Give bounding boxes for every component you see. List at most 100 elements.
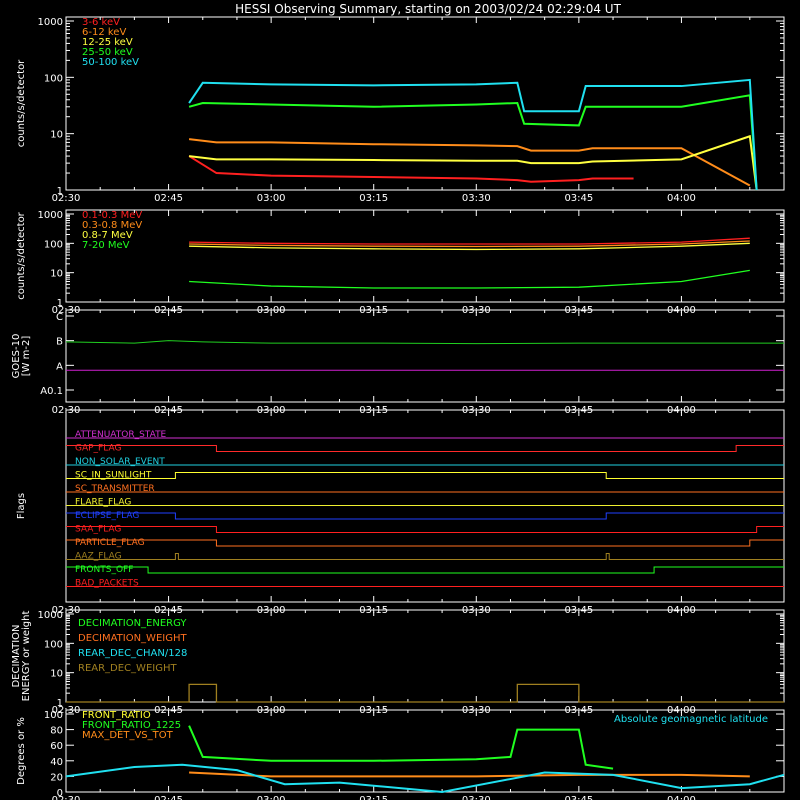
- legend-label: 6-12 keV: [82, 27, 126, 38]
- y-tick-label: 0: [57, 788, 63, 799]
- figure-title: HESSI Observing Summary, starting on 200…: [235, 2, 621, 16]
- flag-label: FRONTS_OFF: [75, 565, 133, 575]
- panels-group: 02:30 02:45 03:00 03:15 03:30 03:45 04:00 count…: [11, 16, 785, 800]
- x-tick-label: 03:30: [462, 193, 491, 204]
- flag-line: [66, 526, 784, 533]
- x-tick-label: 03:15: [359, 193, 388, 204]
- flag-label: SC_TRANSMITTER: [75, 484, 155, 494]
- flag-label: PARTICLE_FLAG: [75, 538, 145, 548]
- legend-label: 0.8-7 MeV: [82, 230, 133, 241]
- legend-label: FRONT_RATIO: [82, 710, 151, 721]
- flag-label: ECLIPSE_FLAG: [75, 511, 139, 521]
- y-tick-label: 100: [44, 73, 63, 84]
- x-tick-label: 02:30: [52, 193, 81, 204]
- y-tick-label: 1000: [38, 17, 63, 28]
- y-tick-label: 1000: [38, 210, 63, 221]
- y-tick-label: B: [56, 337, 63, 348]
- y-tick-label: 100: [44, 710, 63, 721]
- series-line-25-50-keV: [188, 94, 758, 191]
- flag-label: SAA_FLAG: [75, 525, 121, 535]
- flag-label: SC_IN_SUNLIGHT: [75, 471, 152, 481]
- flag-label: BAD_PACKETS: [75, 579, 139, 589]
- panel-frame: [65, 209, 785, 303]
- series-line-12-25-keV: [188, 134, 758, 191]
- panel-low-energy: 02:30 02:45 03:00 03:15 03:30 03:45 04:00 count…: [16, 16, 785, 204]
- panel-decimation: 02:30 02:45 03:00 03:15 03:30 03:45 04:00DECIM…: [11, 609, 785, 716]
- y-tick-label: 10: [50, 130, 63, 141]
- y-axis-label: GOES-10: [11, 334, 22, 379]
- series-line-50-100-keV: [188, 78, 758, 191]
- x-tick-label: 04:00: [667, 193, 696, 204]
- panel-ratios: 02:30 02:45 03:00 03:15 03:30 03:45 04:00 Degre…: [16, 709, 785, 800]
- y-tick-label: 20: [50, 772, 63, 783]
- flag-line: [66, 445, 784, 452]
- y-tick-label: A0.1: [40, 386, 63, 397]
- flag-line: [66, 472, 784, 479]
- y-tick-label: A: [56, 361, 63, 372]
- series-line-0-1-0-3-MeV: [189, 237, 750, 245]
- x-tick-label: 03:45: [564, 193, 593, 204]
- flag-label: AAZ_FLAG: [75, 552, 122, 562]
- flag-label: GAP_FLAG: [75, 444, 121, 454]
- y-tick-label: 60: [50, 741, 63, 752]
- legend-label: 3-6 keV: [82, 17, 120, 28]
- panel-flags: 02:30 02:45 03:00 03:15 03:30 03:45 04:00Flags…: [16, 409, 785, 616]
- flag-label: NON_SOLAR_EVENT: [75, 457, 165, 467]
- flag-line: [66, 566, 784, 574]
- y-tick-label: 1: [57, 186, 63, 197]
- y-axis-label: Degrees or %: [16, 717, 27, 785]
- y-tick-label: 80: [50, 726, 63, 737]
- legend-label: REAR_DEC_CHAN/128: [78, 648, 187, 659]
- panel-frame: [65, 16, 785, 191]
- y-tick-label: 1: [57, 698, 63, 709]
- legend-label: 12-25 keV: [82, 37, 133, 48]
- legend-label: FRONT_RATIO_1225: [82, 720, 181, 731]
- flag-line: [66, 553, 784, 560]
- geomag-annotation: Absolute geomagnetic latitude: [614, 714, 768, 725]
- x-tick-label: 03:45: [564, 795, 593, 800]
- series-line-0-8-7-MeV: [189, 242, 750, 251]
- legend-label: DECIMATION_ENERGY: [78, 618, 187, 629]
- series-line-6-12-keV: [188, 138, 751, 187]
- flag-line: [66, 539, 784, 547]
- x-tick-label: 02:45: [154, 193, 183, 204]
- legend-label: 50-100 keV: [82, 57, 139, 68]
- y-axis-label: counts/s/detector: [16, 59, 27, 147]
- legend-label: DECIMATION_WEIGHT: [78, 633, 187, 644]
- y-axis-label: ENERGY or weight: [21, 611, 32, 702]
- legend-label: 0.1-0.3 MeV: [82, 210, 142, 221]
- y-tick-label: 10: [50, 269, 63, 280]
- y-axis-label: [W m-2]: [21, 336, 32, 377]
- legend-label: 7-20 MeV: [82, 240, 130, 251]
- y-tick-label: 40: [50, 757, 63, 768]
- legend-label: 0.3-0.8 MeV: [82, 220, 142, 231]
- y-tick-label: 100: [44, 639, 63, 650]
- legend-label: MAX_DET_VS_TOT: [82, 730, 174, 741]
- y-axis-label: counts/s/detector: [16, 211, 27, 299]
- x-tick-label: 03:00: [257, 795, 286, 800]
- legend-label: 25-50 keV: [82, 47, 133, 58]
- flag-label: FLARE_FLAG: [75, 498, 131, 508]
- series-line-FRONT-RATIO-1225: [188, 725, 614, 770]
- panel-high-energy: 02:30 02:45 03:00 03:15 03:30 03:45 04:00count…: [16, 209, 785, 316]
- series-line-7-20-MeV: [189, 269, 750, 289]
- y-tick-label: 100: [44, 239, 63, 250]
- y-tick-label: C: [56, 312, 63, 323]
- series-line-Absolute-geomagnetic-latitude: [65, 763, 785, 794]
- series-line-REAR-DEC-WEIGHT: [66, 683, 784, 703]
- flag-label: ATTENUATOR_STATE: [75, 430, 167, 440]
- x-tick-label: 03:00: [257, 193, 286, 204]
- panel-frame: [65, 309, 785, 403]
- y-axis-label: DECIMATION: [11, 624, 22, 687]
- flag-line: [66, 512, 784, 520]
- series-line-3-6-keV: [188, 155, 634, 183]
- panel-goes: 02:30 02:45 03:00 03:15 03:30 03:45 04:00GOES-…: [11, 309, 785, 416]
- series-line-0-3-0-8-MeV: [189, 240, 750, 248]
- x-tick-label: 02:45: [154, 795, 183, 800]
- y-tick-label: 10: [50, 669, 63, 680]
- x-tick-label: 04:00: [667, 795, 696, 800]
- y-tick-label: 1: [57, 298, 63, 309]
- series-line-GOES-long: [65, 340, 784, 345]
- panel-frame: [65, 709, 785, 793]
